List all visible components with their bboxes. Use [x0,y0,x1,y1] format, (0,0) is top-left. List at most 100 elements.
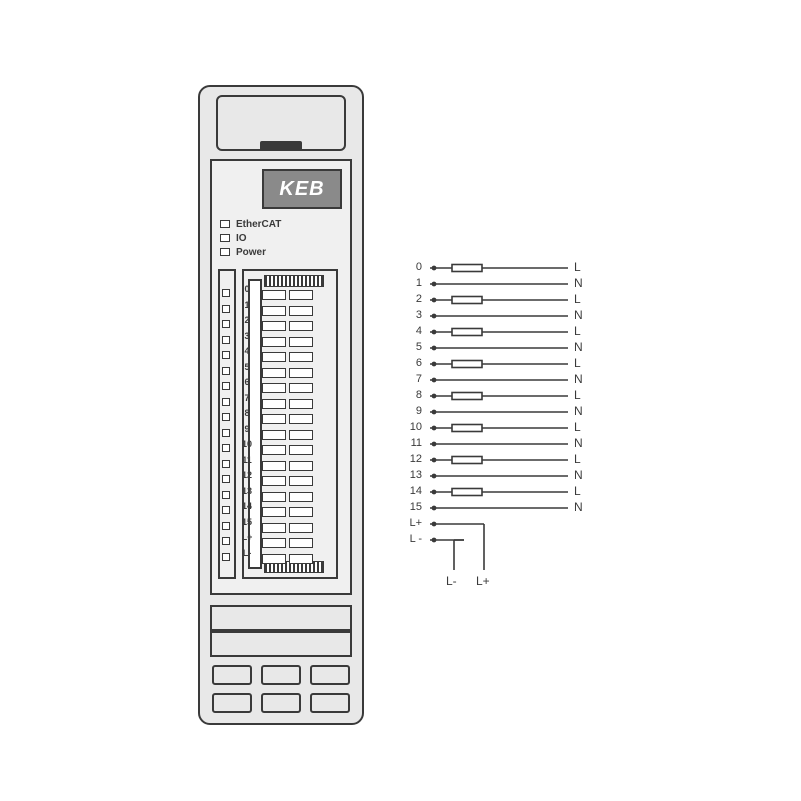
channel-number: 3 [238,331,256,341]
module-top-cap [216,95,346,151]
contact-row [262,398,326,410]
contact-row [262,320,326,332]
contact-segment [262,290,286,300]
label-slot [210,631,352,657]
contact-segment [262,414,286,424]
channel-number: 11 [238,455,256,465]
contact-column [242,269,338,579]
contact-segment [262,523,286,533]
channel-number: 4 [238,346,256,356]
brand-text: KEB [279,178,324,201]
contact-segment [289,352,313,362]
rail-notch [222,475,230,483]
contact-row [262,382,326,394]
brand-plate: KEB [262,169,342,209]
contact-segment [262,492,286,502]
contact-segment [289,523,313,533]
channel-number: 15 [238,517,256,527]
status-label: Power [236,247,266,258]
contact-segment [289,383,313,393]
contact-segment [289,430,313,440]
rail-notch [222,382,230,390]
vent-area [212,665,350,713]
rail-notch [222,413,230,421]
rail-notch [222,537,230,545]
contact-segment [262,383,286,393]
contact-segment [289,306,313,316]
contact-row [262,289,326,301]
vent-row [212,665,350,685]
channel-number: 12 [238,470,256,480]
led-icon [220,220,230,228]
contact-row [262,475,326,487]
channel-number: 13 [238,486,256,496]
rail-notch [222,522,230,530]
contact-row [262,522,326,534]
contact-segment [289,290,313,300]
status-led-block: EtherCAT IO Power [220,217,342,259]
channel-number: 1 [238,300,256,310]
contact-row [262,336,326,348]
vent-icon [212,693,252,713]
status-row-ethercat: EtherCAT [220,217,342,231]
contact-segment [262,306,286,316]
channel-number: 14 [238,501,256,511]
module-face-plate: KEB EtherCAT IO Power [210,159,352,595]
vent-icon [261,665,301,685]
channel-number: 7 [238,393,256,403]
contact-segment [289,538,313,548]
status-row-power: Power [220,245,342,259]
rail-notch [222,351,230,359]
contact-segment [262,445,286,455]
contact-row [262,305,326,317]
rail-notch [222,367,230,375]
rail-notch [222,553,230,561]
contact-segment [262,461,286,471]
contact-segment [262,430,286,440]
contact-segment [262,554,286,564]
contact-row [262,506,326,518]
io-module: KEB EtherCAT IO Power [198,85,364,725]
contact-segment [289,368,313,378]
module-top-latch [260,141,302,151]
contact-row [262,367,326,379]
contact-segment [262,507,286,517]
contact-row [262,491,326,503]
contact-segment [262,337,286,347]
contact-segment [289,492,313,502]
contact-row [262,351,326,363]
contact-row [262,553,326,565]
contact-segment [289,414,313,424]
led-icon [220,248,230,256]
contact-segment [262,321,286,331]
vent-row [212,693,350,713]
vent-icon [310,665,350,685]
contact-row [262,460,326,472]
rail-notch [222,320,230,328]
contact-row [262,444,326,456]
channel-number: 8 [238,408,256,418]
rail-notch [222,506,230,514]
rail-notch [222,398,230,406]
left-rail [218,269,236,579]
channel-number: 9 [238,424,256,434]
contact-segment [289,399,313,409]
vent-icon [212,665,252,685]
led-icon [220,234,230,242]
wiring-svg [400,260,620,620]
vent-icon [310,693,350,713]
contact-rows [262,279,326,569]
channel-number: L- [238,548,256,558]
contact-segment [289,554,313,564]
status-label: EtherCAT [236,219,281,230]
canvas: KEB EtherCAT IO Power [0,0,801,801]
contact-row [262,429,326,441]
contact-segment [289,445,313,455]
rail-notch [222,305,230,313]
contact-segment [289,337,313,347]
label-slot [210,605,352,631]
terminal-area [218,269,344,587]
rail-notch [222,491,230,499]
contact-segment [262,476,286,486]
status-label: IO [236,233,247,244]
